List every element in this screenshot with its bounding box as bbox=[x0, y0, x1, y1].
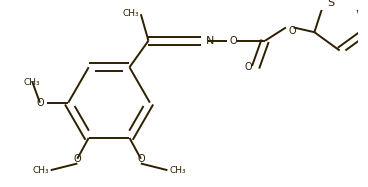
Text: S: S bbox=[327, 0, 334, 8]
Text: O: O bbox=[244, 62, 252, 72]
Text: O: O bbox=[74, 154, 81, 163]
Text: O: O bbox=[137, 154, 145, 163]
Text: CH₃: CH₃ bbox=[169, 166, 186, 175]
Text: O: O bbox=[289, 26, 296, 36]
Text: N: N bbox=[206, 36, 215, 46]
Text: CH₃: CH₃ bbox=[24, 78, 40, 87]
Text: CH₃: CH₃ bbox=[122, 9, 139, 19]
Text: O: O bbox=[37, 98, 45, 108]
Text: O: O bbox=[230, 36, 238, 46]
Text: CH₃: CH₃ bbox=[32, 166, 49, 175]
